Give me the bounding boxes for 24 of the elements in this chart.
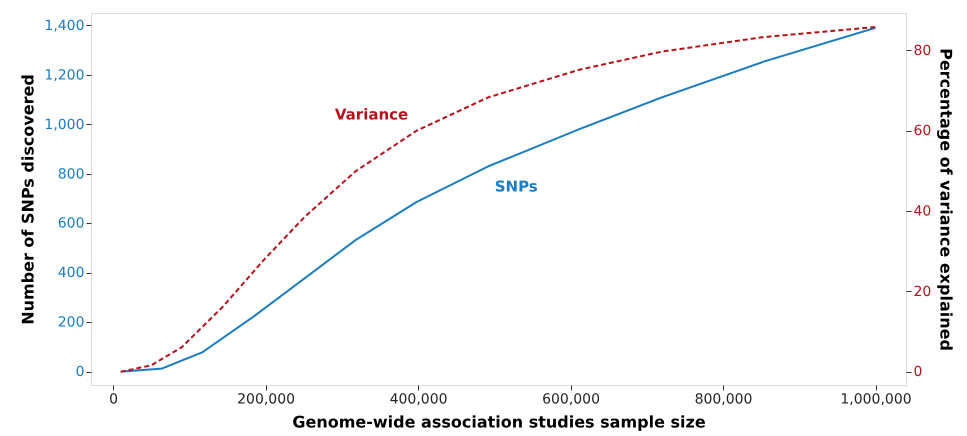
y-tick-label: 400 [58,265,84,282]
y-tick-label: 1,000 [44,116,84,133]
x-tick-label: 200,000 [237,392,296,408]
y2-axis-title: Percentage of variance explained [936,48,956,351]
series-label: Variance [334,106,408,124]
y2-tick-label: 20 [914,284,932,300]
y2-tick-label: 80 [914,42,932,59]
y-tick-label: 1,400 [44,18,84,34]
y-tick-label: 1,200 [44,67,84,84]
x-tick-label: 800,000 [694,392,752,408]
x-tick-label: 0 [109,392,118,408]
x-tick-label: 600,000 [542,392,600,408]
y-axis-title: Number of SNPs discovered [18,74,38,325]
y-tick-label: 0 [76,364,84,380]
y-tick-label: 600 [58,216,84,232]
x-tick-label: 400,000 [390,392,448,408]
y-tick-label: 800 [58,166,84,182]
series-label: SNPs [494,177,538,196]
x-axis-title: Genome-wide association studies sample size [292,412,706,432]
y2-tick-label: 60 [914,123,932,140]
x-tick-label: 1,000,000 [840,392,912,408]
y2-tick-label: 0 [914,364,922,380]
y-tick-label: 200 [58,314,84,331]
y2-tick-label: 40 [914,204,932,220]
